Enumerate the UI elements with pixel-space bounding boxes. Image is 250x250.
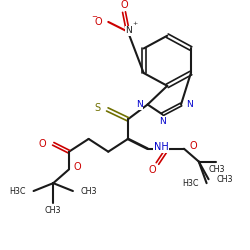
Text: N: N	[136, 100, 143, 109]
Text: O: O	[190, 141, 198, 151]
Text: O: O	[120, 0, 128, 10]
Text: −: −	[92, 14, 98, 20]
Text: CH3: CH3	[208, 165, 225, 174]
Text: H3C: H3C	[182, 179, 199, 188]
Text: O: O	[39, 139, 46, 149]
Text: O: O	[95, 17, 102, 27]
Text: CH3: CH3	[216, 175, 233, 184]
Text: H3C: H3C	[9, 186, 26, 196]
Text: O: O	[149, 165, 156, 175]
Text: NH: NH	[154, 142, 168, 152]
Text: CH3: CH3	[45, 206, 62, 215]
Text: CH3: CH3	[81, 186, 97, 196]
Text: N: N	[186, 100, 193, 109]
Text: +: +	[132, 22, 138, 26]
Text: O: O	[74, 162, 82, 172]
Text: N: N	[159, 117, 166, 126]
Text: S: S	[94, 104, 100, 114]
Text: N: N	[126, 26, 132, 35]
